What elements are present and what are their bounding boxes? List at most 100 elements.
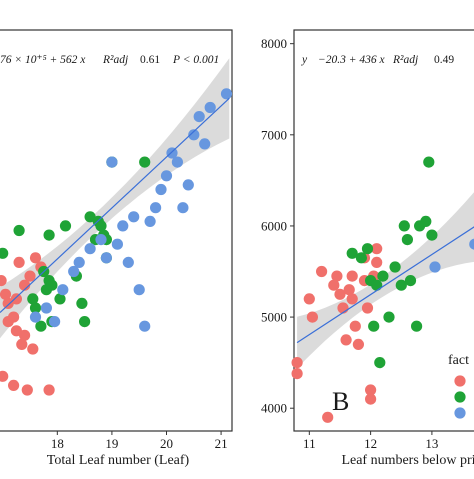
- scatter-point: [177, 202, 188, 213]
- scatter-point: [8, 380, 19, 391]
- scatter-point: [356, 252, 367, 263]
- scatter-point: [362, 302, 373, 313]
- scatter-point: [347, 293, 358, 304]
- scatter-point: [371, 280, 382, 291]
- scatter-point: [44, 230, 55, 241]
- scatter-point: [377, 271, 388, 282]
- scatter-point: [304, 293, 315, 304]
- panel-a-fit-line: [0, 98, 229, 312]
- legend-key: [454, 375, 465, 386]
- scatter-point: [429, 261, 440, 272]
- scatter-point: [331, 271, 342, 282]
- panel-b: y −20.3 + 436 x R²adj 0.49 4000500060007…: [261, 30, 474, 468]
- scatter-point: [374, 357, 385, 368]
- legend-key: [454, 407, 465, 418]
- scatter-point: [405, 275, 416, 286]
- scatter-point: [423, 157, 434, 168]
- scatter-point: [117, 220, 128, 231]
- scatter-point: [150, 202, 161, 213]
- scatter-point: [353, 339, 364, 350]
- panel-a-p-value: P < 0.001: [172, 54, 219, 66]
- panel-a-r2-label: R²adj: [102, 54, 128, 66]
- scatter-point: [14, 257, 25, 268]
- scatter-point: [41, 302, 52, 313]
- scatter-point: [316, 266, 327, 277]
- scatter-point: [350, 321, 361, 332]
- scatter-point: [365, 394, 376, 405]
- scatter-point: [106, 157, 117, 168]
- y-tick-label: 8000: [261, 36, 287, 51]
- scatter-point: [11, 293, 22, 304]
- x-tick-label: 12: [364, 436, 377, 451]
- panel-b-r2-value: 0.49: [434, 54, 454, 66]
- y-tick-label: 5000: [261, 310, 287, 325]
- scatter-point: [134, 284, 145, 295]
- scatter-point: [44, 384, 55, 395]
- scatter-point: [368, 321, 379, 332]
- scatter-point: [172, 157, 183, 168]
- scatter-point: [155, 184, 166, 195]
- scatter-point: [426, 230, 437, 241]
- legend: [454, 375, 465, 418]
- panel-a-r2-value: 0.61: [140, 54, 160, 66]
- scatter-point: [221, 88, 232, 99]
- scatter-point: [112, 239, 123, 250]
- scatter-point: [383, 312, 394, 323]
- panel-b-y-axis: 4000 5000 6000 7000 8000: [261, 36, 294, 416]
- y-tick-label: 4000: [261, 401, 287, 416]
- scatter-point: [16, 339, 27, 350]
- panel-b-y-symbol: y: [301, 54, 308, 66]
- panel-b-x-label: Leaf numbers below prin: [341, 453, 474, 468]
- x-tick-label: 20: [160, 436, 173, 451]
- x-tick-label: 19: [105, 436, 118, 451]
- panel-a-x-label: Total Leaf number (Leaf): [47, 453, 190, 468]
- scatter-point: [128, 211, 139, 222]
- scatter-point: [402, 234, 413, 245]
- panel-a: 76 × 10⁺⁵ + 562 x R²adj 0.61 P < 0.001 1…: [0, 30, 232, 468]
- scatter-point: [399, 220, 410, 231]
- scatter-point: [139, 321, 150, 332]
- y-tick-label: 7000: [261, 127, 287, 142]
- scatter-point: [390, 261, 401, 272]
- scatter-point: [0, 248, 8, 259]
- scatter-point: [145, 216, 156, 227]
- scatter-point: [60, 220, 71, 231]
- scatter-point: [27, 343, 38, 354]
- scatter-point: [74, 257, 85, 268]
- scatter-point: [371, 257, 382, 268]
- scatter-point: [0, 371, 8, 382]
- panel-a-frame: [0, 30, 232, 431]
- scatter-point: [22, 384, 33, 395]
- scatter-point: [362, 243, 373, 254]
- fit-line: [0, 98, 229, 312]
- scatter-point: [420, 216, 431, 227]
- scatter-point: [14, 225, 25, 236]
- scatter-point: [139, 157, 150, 168]
- scatter-point: [3, 316, 14, 327]
- scatter-point: [85, 243, 96, 254]
- scatter-point: [79, 316, 90, 327]
- panel-b-letter: B: [332, 387, 349, 416]
- y-tick-label: 6000: [261, 218, 287, 233]
- panel-b-r2-label: R²adj: [392, 54, 418, 66]
- scatter-point: [347, 271, 358, 282]
- scatter-point: [123, 257, 134, 268]
- scatter-point: [183, 179, 194, 190]
- legend-title: fact: [448, 353, 469, 368]
- scatter-point: [95, 234, 106, 245]
- legend-key: [454, 391, 465, 402]
- scatter-point: [101, 252, 112, 263]
- scatter-point: [292, 357, 303, 368]
- x-tick-label: 11: [303, 436, 316, 451]
- scatter-point: [194, 111, 205, 122]
- scatter-point: [161, 170, 172, 181]
- scatter-point: [46, 280, 57, 291]
- panel-a-points: [0, 88, 232, 395]
- scatter-point: [341, 334, 352, 345]
- panel-a-equation: 76 × 10⁺⁵ + 562 x: [0, 54, 86, 66]
- scatter-point: [205, 102, 216, 113]
- scatter-point: [76, 298, 87, 309]
